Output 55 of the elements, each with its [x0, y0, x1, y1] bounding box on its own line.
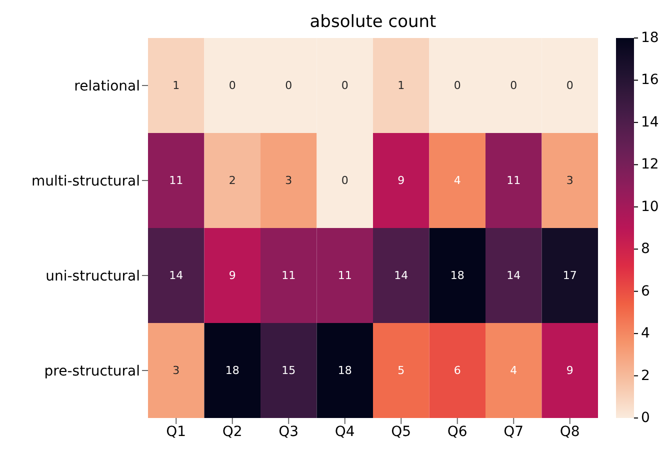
data-label: 18 — [225, 364, 240, 377]
data-label: 0 — [341, 174, 348, 187]
data-label: 9 — [228, 269, 236, 282]
y-tick-label: relational — [74, 78, 140, 94]
x-tick-label: Q2 — [222, 424, 242, 440]
x-tick-label: Q8 — [560, 424, 580, 440]
x-tick-label: Q7 — [504, 424, 524, 440]
color-bar-label: 18 — [641, 30, 659, 46]
color-bar-label: 4 — [641, 326, 650, 342]
color-bar-label: 16 — [641, 72, 659, 88]
data-label: 18 — [338, 364, 352, 377]
chart-title: absolute count — [308, 12, 438, 32]
data-label: 0 — [510, 79, 518, 92]
data-label: 0 — [566, 79, 574, 92]
y-tick-label: uni-structural — [46, 268, 140, 284]
data-label: 3 — [566, 174, 574, 187]
data-label: 0 — [228, 79, 236, 92]
color-bar-label: 0 — [641, 410, 650, 426]
color-bar-label: 12 — [641, 156, 659, 173]
data-label: 0 — [341, 79, 348, 92]
data-label: 6 — [454, 364, 461, 377]
x-tick-label: Q6 — [447, 424, 468, 440]
x-tick-label: Q3 — [278, 424, 299, 440]
y-tick-label: multi-structural — [31, 173, 140, 190]
data-label: 5 — [398, 364, 405, 377]
data-label: 9 — [398, 174, 405, 187]
data-label: 3 — [172, 364, 180, 377]
x-tick-label: Q5 — [391, 424, 412, 440]
data-label: 11 — [338, 269, 352, 282]
color-bar-label: 2 — [641, 368, 650, 384]
data-label: 9 — [566, 364, 574, 377]
y-tick-label: pre-structural — [44, 363, 140, 380]
data-label: 14 — [394, 269, 408, 282]
color-bar-label: 6 — [641, 283, 650, 300]
data-label: 11 — [282, 269, 296, 282]
data-label: 3 — [285, 174, 292, 187]
data-label: 15 — [282, 364, 296, 377]
color-bar-label: 14 — [641, 114, 659, 130]
data-label: 0 — [285, 79, 292, 92]
x-tick-label: Q4 — [334, 424, 355, 440]
color-bar-label: 10 — [641, 198, 659, 215]
data-label: 11 — [169, 174, 184, 187]
data-label: 17 — [562, 269, 577, 282]
data-label: 2 — [228, 174, 236, 187]
data-label: 0 — [454, 79, 461, 92]
data-label: 1 — [398, 79, 405, 92]
data-label: 4 — [454, 174, 461, 187]
color-bar-label: 8 — [641, 241, 650, 258]
data-label: 4 — [510, 364, 518, 377]
data-label: 18 — [450, 269, 464, 282]
data-label: 11 — [506, 174, 521, 187]
data-label: 1 — [172, 79, 180, 92]
data-label: 14 — [506, 269, 521, 282]
data-label: 14 — [169, 269, 184, 282]
x-tick-label: Q1 — [166, 424, 186, 440]
